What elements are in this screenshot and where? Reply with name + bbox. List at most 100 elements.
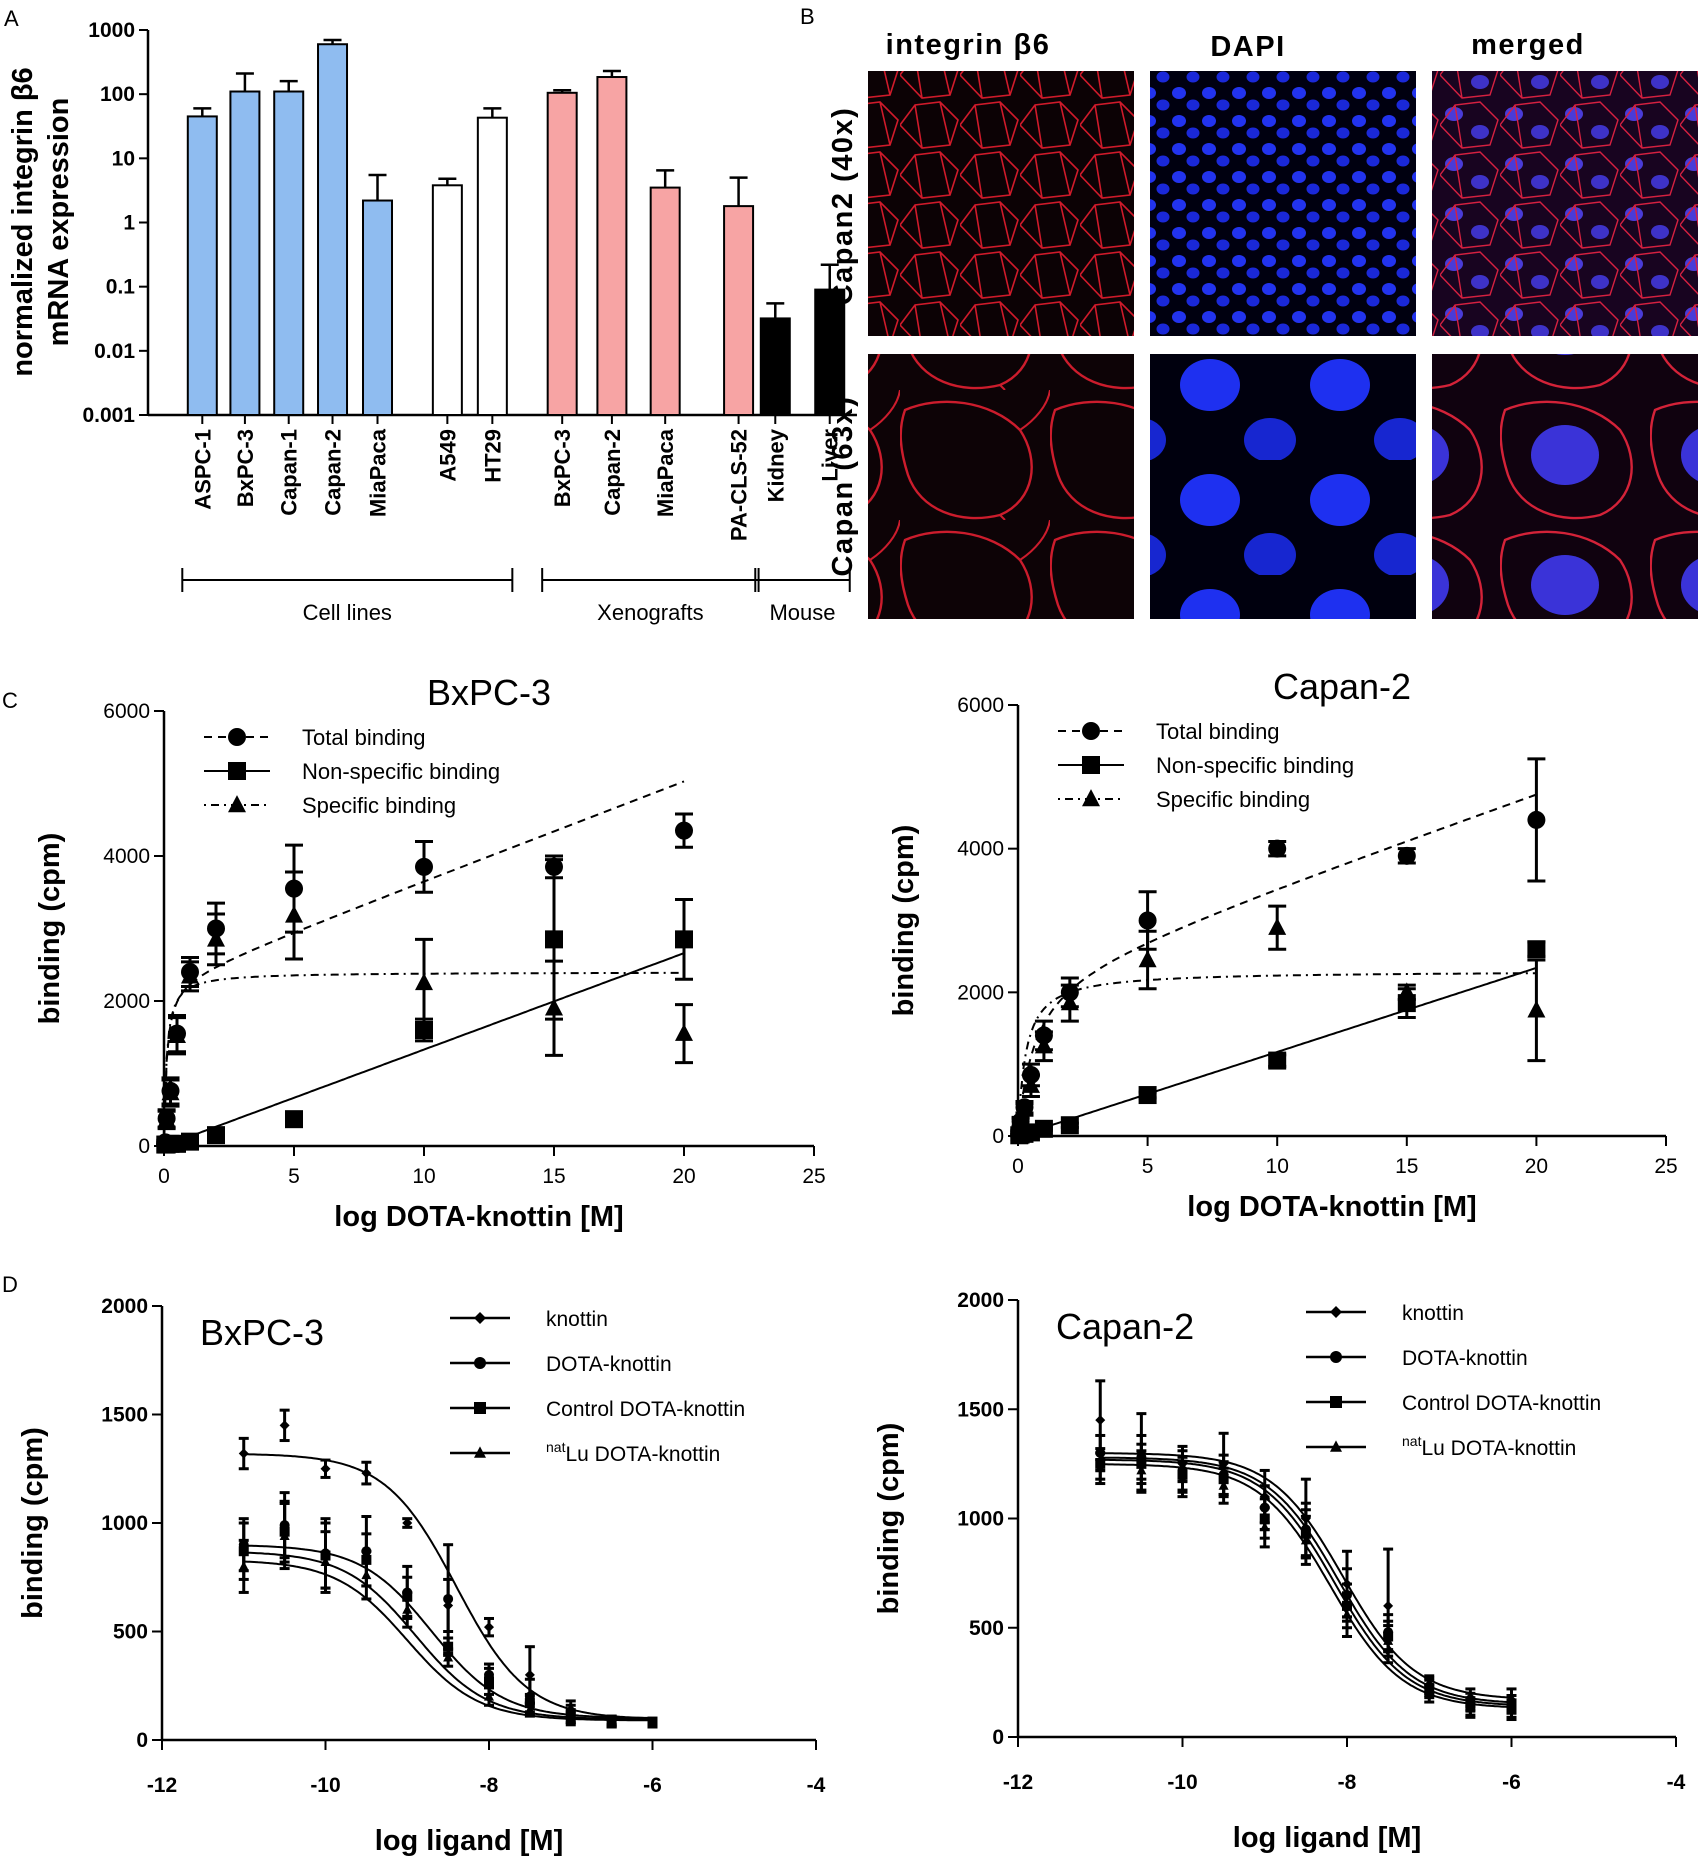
plot-competition-capan2: Capan-2 0 500 1000 1500 2000 -12 -10 -8 -6 -4 log l… [873, 1289, 1686, 1854]
y-tick-label: 0 [992, 1726, 1004, 1749]
data-point-specific-binding [207, 929, 225, 947]
data-point-specific-binding [1011, 1113, 1030, 1131]
legend-marker-circle [1330, 1351, 1342, 1363]
data-point-knottin [320, 1463, 331, 1474]
y-tick-label: 0 [992, 1125, 1004, 1148]
y-tick-label: 2000 [103, 990, 150, 1013]
y-tick-label: 6000 [103, 700, 150, 723]
data-point-natlu-dota-knottin [1095, 1462, 1106, 1473]
data-point-total-binding [415, 857, 433, 876]
y-tick-label: 1 [123, 212, 135, 235]
data-point-natlu-dota-knottin [1465, 1703, 1476, 1713]
bar-pa-cls-52 [723, 205, 755, 416]
bar-liver [814, 288, 846, 417]
bar-capan-2 [317, 43, 349, 417]
legend-label-total-binding: Total binding [1156, 719, 1280, 744]
row-label-capan-63x: Capan (63x) [827, 396, 859, 577]
data-point-non-specific-binding [1268, 1051, 1287, 1070]
y-tick-label: 6000 [957, 694, 1004, 717]
data-point-specific-binding [1268, 917, 1287, 935]
x-tick-label: -4 [807, 1774, 826, 1797]
bar-capan-2 [596, 76, 628, 417]
x-tick-label: 10 [412, 1165, 435, 1188]
data-point-natlu-dota-knottin [1177, 1473, 1188, 1484]
legend-label-specific-binding: Specific binding [302, 793, 456, 818]
data-point-total-binding [1527, 810, 1546, 829]
data-point-total-binding [1397, 846, 1416, 865]
data-point-natlu-dota-knottin [238, 1560, 249, 1571]
data-point-knottin [402, 1518, 413, 1528]
group-label-mouse: Mouse [769, 600, 835, 625]
group-label-xenografts: Xenografts [597, 600, 703, 625]
legend-marker-circle [1082, 722, 1100, 740]
fit-curve-natlu-dota-knottin [243, 1560, 653, 1722]
y-axis-label-line2: mRNA expression [43, 98, 75, 347]
data-point-specific-binding [161, 1083, 180, 1101]
x-tick-label: BxPC-3 [550, 429, 575, 507]
data-point-specific-binding [545, 998, 563, 1016]
legend-label-control-dota-knottin: Control DOTA-knottin [546, 1398, 745, 1421]
data-point-natlu-dota-knottin [361, 1569, 372, 1580]
x-tick-label: Kidney [763, 428, 788, 502]
bar-a549 [431, 184, 463, 416]
row-label-capan2-40x: Capan2 (40x) [827, 107, 859, 306]
micrograph-merged-63x [1432, 354, 1698, 619]
legend-label-non-specific-binding: Non-specific binding [302, 759, 500, 784]
bar-ht29 [476, 116, 508, 417]
data-point-specific-binding [285, 905, 303, 923]
y-tick-label: 2000 [957, 1289, 1004, 1312]
data-point-total-binding [1268, 839, 1287, 858]
x-tick-label: -12 [1003, 1771, 1033, 1794]
x-tick-label: 25 [1654, 1155, 1677, 1178]
data-point-natlu-dota-knottin [1136, 1464, 1147, 1475]
x-tick-label: -10 [310, 1774, 340, 1797]
y-tick-label: 2000 [957, 981, 1004, 1004]
legend-label-dota-knottin: DOTA-knottin [1402, 1347, 1528, 1370]
x-tick-label: 15 [542, 1165, 565, 1188]
y-tick-label: 0 [138, 1135, 150, 1158]
data-point-specific-binding [168, 1025, 186, 1043]
data-point-natlu-dota-knottin [402, 1604, 413, 1614]
y-tick-label: 10 [112, 147, 135, 170]
x-tick-label: BxPC-3 [233, 429, 258, 507]
data-point-non-specific-binding [675, 930, 693, 949]
data-point-natlu-dota-knottin [1218, 1480, 1229, 1490]
fit-curve-total-binding [1017, 793, 1537, 1137]
data-point-specific-binding [1010, 1123, 1029, 1141]
data-point-specific-binding [1527, 1000, 1546, 1018]
fit-curve-control-dota-knottin [243, 1551, 653, 1721]
panel-label-b: B [800, 4, 815, 29]
x-tick-label: 25 [802, 1165, 825, 1188]
x-tick-label: -8 [480, 1774, 499, 1797]
data-point-natlu-dota-knottin [606, 1717, 617, 1727]
data-point-specific-binding [181, 966, 199, 984]
x-axis-label: log ligand [M] [1233, 1822, 1421, 1854]
legend-marker-diamond [1330, 1306, 1342, 1318]
legend-label-control-dota-knottin: Control DOTA-knottin [1402, 1392, 1601, 1415]
x-tick-label: 5 [288, 1165, 300, 1188]
data-point-natlu-dota-knottin [1300, 1534, 1311, 1545]
bar-bxpc-3 [546, 91, 578, 417]
data-point-natlu-dota-knottin [1259, 1521, 1270, 1532]
chart-title: Capan-2 [1056, 1306, 1194, 1347]
micrograph-dapi-63x [1150, 354, 1416, 619]
data-point-total-binding [675, 821, 693, 840]
y-tick-label: 1000 [101, 1512, 148, 1535]
data-point-total-binding [1138, 911, 1157, 930]
data-point-specific-binding [157, 1110, 176, 1128]
legend-label-total-binding: Total binding [302, 725, 426, 750]
legend-marker-triangle [228, 795, 246, 813]
data-point-natlu-dota-knottin [279, 1530, 290, 1541]
data-point-knottin [1095, 1415, 1106, 1426]
bar-miapaca [649, 186, 681, 416]
y-axis-label-line1: normalized integrin β6 [7, 67, 39, 376]
x-tick-label: PA-CLS-52 [727, 429, 752, 541]
x-tick-label: 15 [1395, 1155, 1418, 1178]
legend-marker-circle [474, 1357, 486, 1369]
bar-miapaca [362, 199, 394, 416]
micrograph-integrin-40x [868, 71, 1134, 336]
legend-label-non-specific-binding: Non-specific binding [1156, 753, 1354, 778]
y-tick-label: 0.01 [94, 340, 135, 363]
data-point-non-specific-binding [181, 1132, 199, 1151]
